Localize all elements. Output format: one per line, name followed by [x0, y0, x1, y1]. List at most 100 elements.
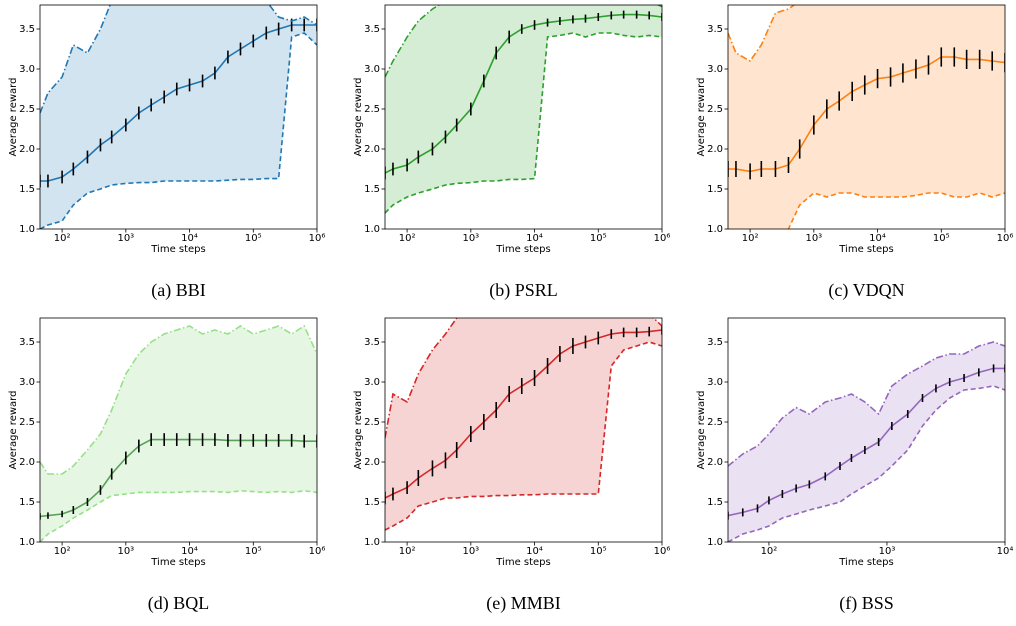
panel: 1.0 1.5 2.0 2.5 3.0 3.5 10² 10³ 10⁴ Time steps Ave… — [696, 317, 1013, 614]
x-tick-label: 10³ — [805, 233, 822, 244]
caption: (c) VDQN — [828, 280, 904, 301]
y-tick-label: 3.5 — [707, 337, 723, 348]
confidence-band — [40, 326, 317, 542]
y-tick-label: 3.5 — [364, 337, 380, 348]
x-tick-label: 10² — [742, 233, 759, 244]
y-tick-label: 3.0 — [364, 64, 380, 75]
confidence-band — [385, 318, 662, 530]
plot-area — [40, 5, 317, 229]
y-tick-label: 2.5 — [707, 104, 723, 115]
x-tick-label: 10² — [399, 546, 416, 557]
x-tick-label: 10⁴ — [181, 546, 198, 557]
y-axis-label: Average reward — [696, 391, 707, 470]
bound-line — [385, 341, 662, 531]
panel: 1.0 1.5 2.0 2.5 3.0 3.5 10² 10³ 10⁴ 10⁵ 10⁶ Time st… — [8, 317, 326, 614]
caption: (f) BSS — [839, 593, 894, 614]
axes-frame — [39, 317, 318, 543]
y-axis-label: Average reward — [8, 391, 19, 470]
x-tick-label: 10⁵ — [933, 233, 950, 244]
y-axis-label: Average reward — [696, 78, 707, 157]
x-tick-label: 10³ — [117, 233, 134, 244]
caption: (b) PSRL — [489, 280, 558, 301]
panel: 1.0 1.5 2.0 2.5 3.0 3.5 10² 10³ 10⁴ 10⁵ 10⁶ Time st… — [353, 4, 671, 301]
x-axis-label: Time steps — [150, 557, 206, 568]
x-tick-label: 10⁵ — [245, 546, 262, 557]
y-tick-label: 3.5 — [19, 337, 35, 348]
x-tick-label: 10³ — [462, 233, 479, 244]
caption: (a) BBI — [151, 280, 205, 301]
y-tick-label: 2.5 — [19, 104, 35, 115]
x-tick-label: 10² — [54, 546, 71, 557]
plot-area — [728, 341, 1005, 542]
y-tick-label: 1.5 — [364, 184, 380, 195]
y-tick-label: 2.5 — [364, 417, 380, 428]
y-tick-label: 3.5 — [19, 24, 35, 35]
x-tick-label: 10⁶ — [309, 233, 326, 244]
x-tick-label: 10⁵ — [245, 233, 262, 244]
panel: 1.0 1.5 2.0 2.5 3.0 3.5 10² 10³ 10⁴ 10⁵ 10⁶ Time st… — [8, 4, 326, 301]
y-tick-label: 3.0 — [19, 377, 35, 388]
panel: 1.0 1.5 2.0 2.5 3.0 3.5 10² 10³ 10⁴ 10⁵ 10⁶ Time st… — [353, 317, 671, 614]
y-tick-label: 3.0 — [707, 377, 723, 388]
bound-line — [385, 32, 662, 214]
y-tick-label: 2.0 — [707, 457, 723, 468]
y-tick-label: 1.5 — [707, 497, 723, 508]
bound-line — [728, 385, 1005, 542]
y-tick-label: 1.0 — [364, 537, 380, 548]
y-tick-label: 1.0 — [364, 224, 380, 235]
bound-line — [40, 5, 317, 114]
y-tick-label: 3.0 — [707, 64, 723, 75]
plot-area — [728, 5, 1005, 229]
x-tick-label: 10³ — [117, 546, 134, 557]
x-axis-label: Time steps — [838, 244, 894, 255]
x-tick-label: 10⁴ — [526, 546, 543, 557]
x-tick-label: 10³ — [879, 546, 896, 557]
y-tick-label: 2.0 — [19, 144, 35, 155]
bound-line — [786, 192, 1005, 229]
axes-frame — [384, 317, 663, 543]
y-tick-label: 1.0 — [19, 224, 35, 235]
bound-line — [40, 324, 317, 475]
y-tick-label: 2.0 — [19, 457, 35, 468]
axes-frame — [727, 317, 1006, 543]
y-tick-label: 2.5 — [364, 104, 380, 115]
confidence-band — [385, 5, 662, 213]
confidence-band — [728, 342, 1005, 542]
y-tick-label: 3.5 — [707, 24, 723, 35]
y-tick-label: 3.5 — [364, 24, 380, 35]
y-axis-label: Average reward — [353, 391, 364, 470]
x-axis-label: Time steps — [838, 557, 894, 568]
x-tick-label: 10⁴ — [526, 233, 543, 244]
caption: (d) BQL — [148, 593, 210, 614]
x-tick-label: 10⁴ — [869, 233, 886, 244]
y-tick-label: 1.0 — [19, 537, 35, 548]
x-axis-label: Time steps — [495, 557, 551, 568]
y-axis-label: Average reward — [8, 78, 19, 157]
y-tick-label: 2.5 — [707, 417, 723, 428]
x-tick-label: 10⁴ — [181, 233, 198, 244]
y-tick-label: 1.5 — [364, 497, 380, 508]
axes-frame — [39, 4, 318, 230]
confidence-band — [40, 5, 317, 229]
y-tick-label: 1.0 — [707, 224, 723, 235]
x-tick-label: 10² — [54, 233, 71, 244]
x-tick-label: 10⁵ — [590, 233, 607, 244]
x-tick-label: 10⁶ — [654, 546, 671, 557]
axes-frame — [727, 4, 1006, 230]
x-tick-label: 10³ — [462, 546, 479, 557]
x-tick-label: 10⁶ — [654, 233, 671, 244]
y-tick-label: 2.0 — [364, 144, 380, 155]
plot-area — [40, 324, 317, 542]
plot-area — [385, 318, 662, 531]
y-tick-label: 1.5 — [19, 497, 35, 508]
bound-line — [728, 341, 1005, 467]
bound-line — [40, 32, 317, 229]
x-tick-label: 10² — [399, 233, 416, 244]
x-tick-label: 10⁶ — [309, 546, 326, 557]
confidence-band — [728, 5, 1005, 229]
y-tick-label: 2.0 — [364, 457, 380, 468]
bound-line — [385, 5, 662, 78]
y-tick-label: 1.0 — [707, 537, 723, 548]
panel: 1.0 1.5 2.0 2.5 3.0 3.5 10² 10³ 10⁴ 10⁵ 10⁶ Time st… — [696, 4, 1013, 301]
